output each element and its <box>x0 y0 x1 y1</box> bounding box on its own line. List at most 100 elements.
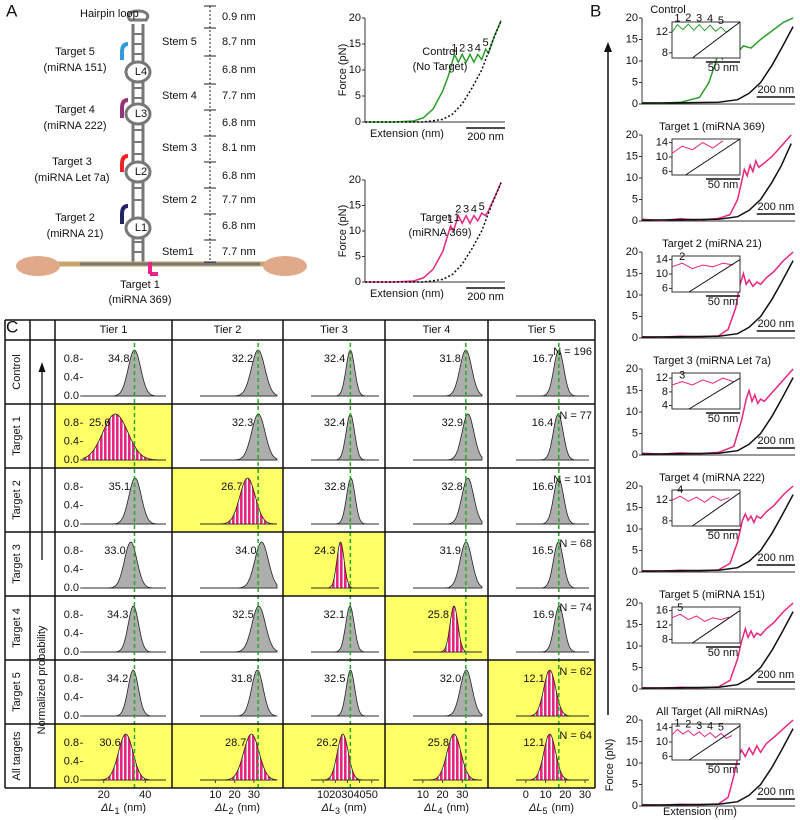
n-value: 68 <box>580 538 592 550</box>
target-strand <box>120 204 129 224</box>
y-tick-label: 0.4 <box>64 500 79 512</box>
column-header: Tier 1 <box>100 324 128 336</box>
peak-label: 5 <box>677 602 683 614</box>
force-curve <box>688 377 741 410</box>
hands <box>16 256 307 276</box>
n-label: N = 101 <box>553 474 592 486</box>
mean-label: 31.8 <box>231 673 252 685</box>
y-tick-label: 0.8 <box>64 737 79 749</box>
x-label-subscript: 4 <box>437 806 442 816</box>
x-label-subscript: 5 <box>542 806 547 816</box>
scale-bar-label: 200 nm <box>758 786 795 798</box>
force-curve <box>641 260 794 338</box>
peak-label: 4 <box>471 204 477 216</box>
x-axis-label: Extension (nm) <box>663 806 737 818</box>
peak-label: 5 <box>718 15 724 27</box>
histogram <box>516 477 589 525</box>
x-label-subscript: 1 <box>114 806 119 816</box>
histogram <box>311 477 379 525</box>
y-tick-label: 0.8 <box>64 353 79 365</box>
y-tick-label: 0 <box>632 215 638 227</box>
y-tick-label: 10 <box>626 289 638 301</box>
mean-label: 32.5 <box>324 673 345 685</box>
y-tick-label: 5 <box>355 250 361 262</box>
y-tick-label: 5 <box>632 76 638 88</box>
y-tick-label: 0.0 <box>64 710 79 722</box>
loop-label: L2 <box>135 166 147 178</box>
histogram <box>413 413 483 461</box>
row-label: Control <box>11 354 23 389</box>
distance-label: 6.8 nm <box>222 117 256 129</box>
y-tick-label: 14 <box>656 137 668 149</box>
scale-bar-label: 200 nm <box>467 131 504 143</box>
scale-bar-label: 50 nm <box>708 530 739 542</box>
y-tick-label: 16 <box>656 605 668 617</box>
histogram <box>413 733 482 781</box>
plot-title: (No Target) <box>413 61 468 73</box>
target-name: Target 4 <box>55 104 95 116</box>
scale-bar-label: 50 nm <box>708 764 739 776</box>
y-tick-label: 0.4 <box>64 628 79 640</box>
peak-label: 3 <box>463 204 469 216</box>
y-tick-label: 10 <box>626 523 638 535</box>
peak-label: 4 <box>707 13 713 25</box>
y-tick-label: 20 <box>626 246 638 258</box>
y-axis-label: Force (pN) <box>604 739 616 792</box>
histogram <box>82 413 166 461</box>
target-mirna: (miRNA 151) <box>44 62 107 74</box>
target-strand <box>148 262 158 276</box>
n-prefix: N = <box>553 474 570 486</box>
distance-label: 8.7 nm <box>222 36 256 48</box>
y-tick-label: 15 <box>349 199 361 211</box>
histogram <box>83 477 166 525</box>
mean-label: 31.9 <box>440 545 461 557</box>
force-curve <box>692 492 741 527</box>
peak-label: 1 <box>451 42 457 54</box>
peak-label: 2 <box>679 251 685 263</box>
y-tick-label: 12 <box>656 494 668 506</box>
y-tick-label: 15 <box>626 501 638 513</box>
force-curve <box>671 140 724 154</box>
y-tick-label: 0.4 <box>64 692 79 704</box>
mean-label: 35.1 <box>109 481 130 493</box>
distance-label: 7.7 nm <box>222 90 256 102</box>
histogram <box>516 733 589 781</box>
x-tick-label: 20 <box>229 789 241 801</box>
y-tick-label: 0.4 <box>64 372 79 384</box>
inset-frame <box>671 606 741 644</box>
histogram <box>200 733 278 781</box>
inset-frame <box>671 255 741 293</box>
y-tick-label: 10 <box>656 736 668 748</box>
x-tick-label: 40 <box>139 789 151 801</box>
highlight <box>385 596 488 660</box>
x-label-unit: (nm) <box>551 802 574 814</box>
row-label: Target 4 <box>11 608 23 648</box>
mean-label: 16.4 <box>532 417 553 429</box>
x-tick-label: 20 <box>436 789 448 801</box>
y-tick-label: 10 <box>656 268 668 280</box>
y-tick-label: 0 <box>632 800 638 812</box>
mean-label: 32.0 <box>440 673 461 685</box>
y-tick-label: 5 <box>632 778 638 790</box>
hairpin-label: Hairpin loop <box>80 8 139 20</box>
arrow-head <box>604 42 612 52</box>
scale-bar-label: 50 nm <box>708 296 739 308</box>
force-curve <box>365 182 502 283</box>
n-value: 74 <box>580 602 592 614</box>
histogram <box>311 541 379 589</box>
x-tick-label: 10 <box>209 789 221 801</box>
x-tick-label: 10 <box>539 789 551 801</box>
histogram <box>311 605 379 653</box>
y-tick-label: 0.8 <box>64 417 79 429</box>
loop-label: L3 <box>135 108 147 120</box>
y-tick-label: 0.0 <box>64 390 79 402</box>
column-header: Tier 3 <box>320 324 348 336</box>
panel-label: C <box>6 317 18 336</box>
force-curve <box>365 20 502 123</box>
mean-label: 16.7 <box>532 353 553 365</box>
y-tick-label: 10 <box>626 55 638 67</box>
histogram <box>516 541 589 589</box>
inset-frame <box>671 21 741 59</box>
y-tick-label: 20 <box>626 129 638 141</box>
